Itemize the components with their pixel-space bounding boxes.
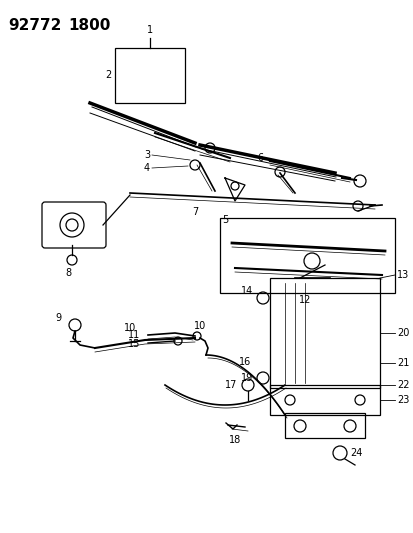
Text: 15: 15 [127,339,140,349]
Text: 7: 7 [191,207,198,217]
Text: 24: 24 [349,448,361,458]
Text: 9: 9 [56,313,62,323]
Text: 21: 21 [396,358,408,368]
Text: 4: 4 [144,163,150,173]
Text: 18: 18 [228,435,240,445]
Text: 13: 13 [396,270,408,280]
Text: 10: 10 [123,323,136,333]
Bar [269,278,379,388]
Text: 14: 14 [240,286,252,296]
Bar [219,218,394,293]
Text: 12: 12 [298,295,311,305]
Text: 16: 16 [238,357,251,367]
Bar [284,413,364,438]
Text: 22: 22 [396,380,408,390]
Text: 1800: 1800 [68,18,110,33]
Bar [115,48,185,103]
Text: 20: 20 [396,328,408,338]
Text: 2: 2 [105,70,112,80]
Text: 10: 10 [193,321,206,331]
Text: 1: 1 [147,25,153,35]
Bar [269,385,379,415]
Text: 11: 11 [128,330,140,340]
Text: 6: 6 [256,153,262,163]
Text: 8: 8 [65,268,71,278]
Text: 92772: 92772 [8,18,61,33]
Text: 17: 17 [224,380,236,390]
Text: 19: 19 [240,373,252,383]
Text: 23: 23 [396,395,408,405]
Text: 3: 3 [144,150,150,160]
Text: 5: 5 [221,215,228,225]
